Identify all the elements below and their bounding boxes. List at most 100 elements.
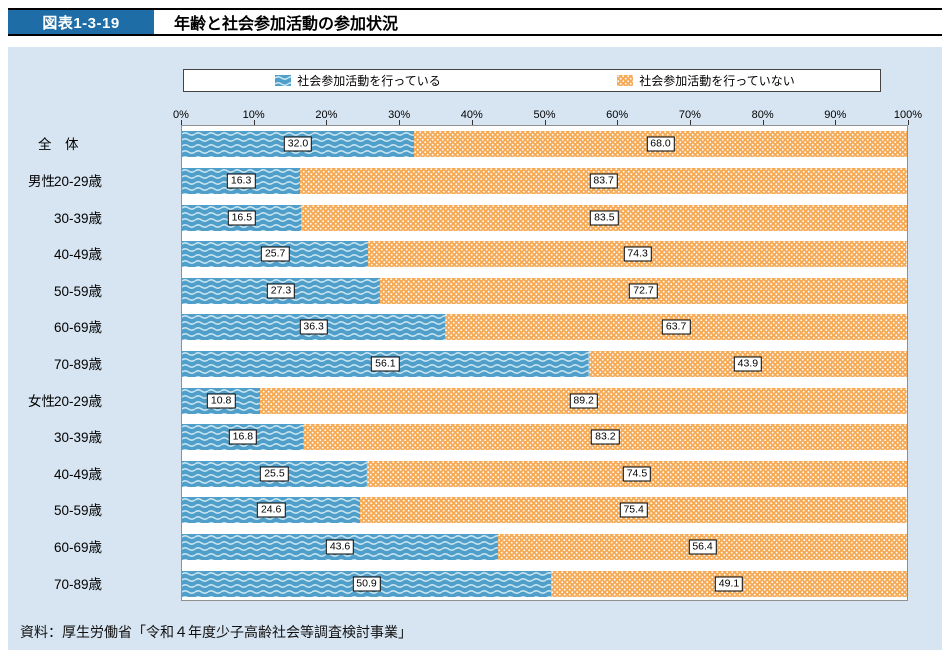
bar-row: 32.0 68.0: [182, 131, 907, 158]
row-age-label: 30-39歳: [54, 210, 103, 226]
row-age-label: 20-29歳: [54, 393, 103, 409]
axis-tick: [689, 120, 691, 125]
bar-segment-participating: 16.8: [182, 424, 304, 451]
value-label: 25.7: [260, 246, 290, 262]
bar-segment-not-participating: 83.5: [301, 204, 907, 231]
row-group-label: 男性: [28, 173, 55, 189]
bar-row: 50.9 49.1: [182, 570, 907, 597]
axis-tick: [617, 120, 619, 125]
value-label: 16.5: [227, 210, 257, 226]
value-label: 83.5: [590, 210, 619, 226]
value-label: 10.8: [206, 393, 236, 409]
bar-row: 25.7 74.3: [182, 241, 907, 268]
value-label: 83.7: [589, 173, 618, 189]
value-label: 72.7: [629, 283, 658, 299]
axis-tick: [399, 120, 401, 125]
axis-tick: [544, 120, 546, 125]
value-label: 68.0: [646, 136, 675, 152]
axis-tick: [471, 120, 473, 125]
bar-row: 43.6 56.4: [182, 534, 907, 561]
bar-row: 25.5 74.5: [182, 460, 907, 487]
bar-segment-not-participating: 68.0: [414, 131, 907, 158]
figure-title: 年齢と社会参加活動の参加状況: [174, 16, 399, 33]
row-age-label: 50-59歳: [54, 283, 103, 299]
source-note: 資料：厚生労働省「令和４年度少子高齢社会等調査検討事業」: [20, 624, 412, 640]
bar-row: 10.8 89.2: [182, 387, 907, 414]
bar-segment-participating: 32.0: [182, 131, 414, 158]
legend-item: 社会参加活動を行っていない: [532, 70, 880, 91]
plot-area: 32.0 68.0 16.3 83.7 16.5 83.5 25.7 74.3 27.3 72.7…: [181, 125, 908, 601]
bar-segment-not-participating: 56.4: [498, 534, 907, 561]
legend-label: 社会参加活動を行っている: [297, 74, 441, 88]
row-age-label: 40-49歳: [54, 466, 103, 482]
bar-row: 16.3 83.7: [182, 167, 907, 194]
value-label: 56.4: [688, 539, 717, 555]
axis-tick: [762, 120, 764, 125]
legend-swatch-wave-icon: [275, 75, 292, 86]
value-label: 16.8: [228, 429, 258, 445]
value-label: 83.2: [591, 429, 620, 445]
axis-tick-label: 30%: [388, 109, 411, 121]
axis-tick-label: 10%: [242, 109, 265, 121]
legend-label: 社会参加活動を行っていない: [639, 74, 795, 88]
axis-tick: [326, 120, 328, 125]
row-group-label: 女性: [28, 393, 55, 409]
bar-segment-participating: 24.6: [182, 497, 361, 524]
value-label: 27.3: [266, 283, 296, 299]
bar-segment-not-participating: 72.7: [379, 277, 907, 304]
row-age-label: 50-59歳: [54, 503, 103, 519]
legend-item: 社会参加活動を行っている: [184, 70, 532, 91]
axis-tick-label: 20%: [315, 109, 338, 121]
axis-tick-label: 60%: [606, 109, 629, 121]
bar-segment-participating: 36.3: [182, 314, 446, 341]
chart-panel: 社会参加活動を行っている 社会参加活動を行っていない 32.0 68.0 16.3 83…: [8, 47, 942, 650]
bar-segment-participating: 25.5: [182, 460, 367, 487]
bar-segment-not-participating: 83.7: [300, 167, 907, 194]
bar-segment-participating: 56.1: [182, 351, 589, 377]
value-label: 74.3: [623, 246, 652, 262]
bar-row: 24.6 75.4: [182, 497, 907, 524]
axis-tick-label: 90%: [824, 109, 847, 121]
value-label: 43.9: [733, 356, 763, 372]
axis-tick-label: 70%: [678, 109, 701, 121]
bar-segment-not-participating: 74.5: [366, 460, 907, 487]
row-age-label: 40-49歳: [54, 247, 103, 263]
value-label: 89.2: [569, 393, 598, 409]
value-label: 43.6: [325, 539, 355, 555]
bar-segment-not-participating: 89.2: [260, 387, 907, 414]
value-label: 36.3: [299, 319, 328, 335]
bar-segment-not-participating: 75.4: [360, 497, 907, 524]
bar-segment-not-participating: 83.2: [303, 424, 907, 451]
row-age-label: 70-89歳: [54, 357, 103, 372]
bar-segment-not-participating: 63.7: [445, 314, 907, 341]
bar-segment-participating: 50.9: [182, 570, 552, 597]
bar-segment-participating: 16.3: [182, 167, 301, 194]
axis-tick-label: 50%: [533, 109, 556, 121]
bar-segment-not-participating: 74.3: [368, 241, 907, 268]
row-age-label: 30-39歳: [54, 430, 103, 446]
bar-segment-participating: 16.5: [182, 204, 302, 231]
value-label: 25.5: [260, 466, 289, 482]
bar-row: 27.3 72.7: [182, 277, 907, 304]
axis-tick: [253, 120, 255, 125]
axis-tick-label: 100%: [893, 109, 923, 121]
row-total-label: 全 体: [38, 137, 79, 153]
figure-header: 図表1-3-19 年齢と社会参加活動の参加状況: [8, 8, 942, 36]
value-label: 75.4: [619, 502, 648, 518]
axis-tick: [835, 120, 837, 125]
bar-segment-participating: 27.3: [182, 277, 380, 304]
row-age-label: 70-89歳: [54, 576, 103, 592]
value-label: 63.7: [661, 319, 691, 335]
axis-tick: [908, 120, 909, 125]
bar-segment-participating: 10.8: [182, 387, 261, 414]
value-label: 49.1: [714, 576, 744, 592]
row-age-label: 20-29歳: [54, 173, 103, 189]
axis-tick: [181, 120, 182, 125]
bar-segment-participating: 43.6: [182, 534, 499, 561]
value-label: 74.5: [622, 466, 652, 482]
legend-swatch-dots-icon: [617, 75, 634, 86]
bar-row: 36.3 63.7: [182, 314, 907, 341]
value-label: 16.3: [226, 173, 256, 189]
bar-row: 56.1 43.9: [182, 351, 907, 377]
